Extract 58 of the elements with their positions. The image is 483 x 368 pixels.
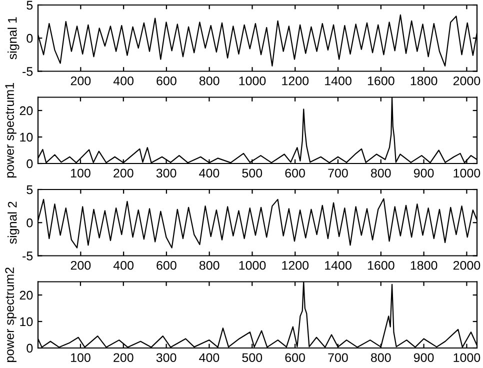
y-tick-label: 0 [26,34,33,43]
x-tick-label: 800 [199,260,220,270]
x-tick-label: 800 [199,76,220,86]
y-axis-title: power spectrum1 [5,83,16,178]
x-tick-label: 800 [370,168,391,178]
y-tick-label: 20 [20,106,33,116]
x-tick-label: 1400 [325,260,352,270]
x-tick-label: 1600 [368,260,394,270]
x-tick-label: 1800 [410,260,438,270]
y-tick-label: 10 [20,132,33,142]
y-tick-label: 20 [20,290,33,300]
x-tick-label: 1400 [325,76,352,86]
x-tick-label: 600 [285,168,305,178]
y-axis-title: signal 1 [8,17,20,60]
x-tick-label: 100 [71,168,90,178]
x-tick-label: 400 [113,76,134,86]
line-series [38,282,477,348]
x-tick-label: 600 [156,76,176,86]
x-tick-label: 1200 [282,76,309,86]
x-tick-label: 1000 [239,260,266,270]
x-tick-label: 200 [114,168,134,178]
x-tick-label: 400 [199,168,220,178]
x-tick-label: 300 [156,168,176,178]
x-tick-label: 900 [414,353,434,362]
x-tick-label: 1000 [454,168,480,178]
x-tick-label: 200 [114,353,134,362]
x-tick-label: 400 [199,353,220,362]
x-tick-label: 900 [414,168,434,178]
x-tick-label: 1200 [282,260,309,270]
x-tick-label: 1000 [454,353,480,362]
x-tick-label: 1000 [239,76,266,86]
x-tick-label: 200 [70,260,91,270]
x-tick-label: 800 [370,353,391,362]
line-series [38,97,477,164]
y-tick-label: -5 [22,67,33,76]
y-tick-label: 5 [26,0,33,10]
x-tick-label: 700 [328,353,348,362]
y-tick-label: 0 [26,159,33,168]
y-tick-label: 10 [20,317,33,326]
x-tick-label: 700 [328,168,348,178]
x-tick-label: 1600 [368,76,394,86]
x-tick-label: 1800 [410,76,438,86]
y-tick-label: 0 [26,218,33,228]
y-axis-title: signal 2 [8,202,20,244]
x-tick-label: 500 [242,353,262,362]
y-axis-title: power spectrum2 [5,268,16,362]
x-tick-label: 400 [113,260,134,270]
x-tick-label: 200 [70,76,91,86]
y-tick-label: -5 [22,252,33,260]
x-tick-label: 300 [156,353,176,362]
y-tick-label: 0 [26,344,33,353]
x-tick-label: 2000 [453,76,480,86]
x-tick-label: 100 [71,353,90,362]
y-tick-label: 5 [26,185,33,194]
x-tick-label: 600 [285,353,305,362]
x-tick-label: 2000 [453,260,480,270]
x-tick-label: 500 [242,168,262,178]
x-tick-label: 600 [156,260,176,270]
